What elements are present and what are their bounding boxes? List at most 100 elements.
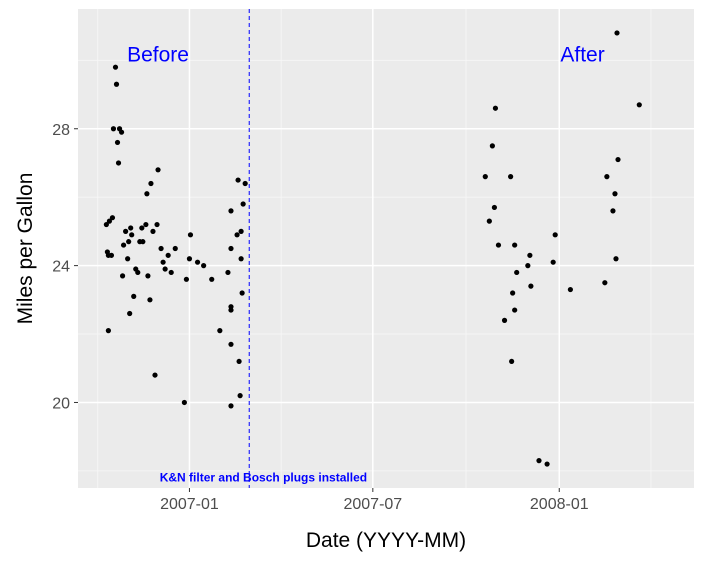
y-tick-label: 28 (52, 122, 70, 139)
annotations: Before After K&N filter and Bosch plugs in… (127, 43, 605, 484)
data-point (187, 232, 194, 238)
data-point (172, 245, 178, 252)
minor-grid (78, 9, 694, 488)
y-axis: 20 24 28 (52, 122, 78, 412)
data-point (486, 218, 492, 224)
data-point (131, 293, 137, 299)
data-point (147, 297, 153, 303)
data-point (552, 232, 558, 238)
data-point (150, 228, 156, 234)
data-point (536, 458, 542, 464)
data-point (123, 228, 129, 234)
data-point (242, 180, 248, 187)
data-point (128, 225, 134, 231)
data-point (228, 307, 234, 313)
data-point (139, 225, 145, 231)
data-point (194, 259, 201, 265)
data-points (103, 30, 642, 467)
y-tick-label: 20 (52, 395, 70, 412)
data-point (510, 290, 516, 296)
data-point (110, 126, 117, 132)
data-point (489, 143, 495, 149)
data-point (135, 269, 141, 276)
plot-panel (78, 9, 694, 488)
data-point (237, 393, 243, 399)
data-point (228, 208, 234, 214)
data-point (201, 263, 207, 269)
data-point (112, 64, 119, 70)
data-point (512, 242, 518, 248)
data-point (152, 372, 158, 378)
data-point (512, 307, 518, 313)
data-point (160, 259, 166, 265)
data-point (610, 208, 616, 214)
data-point (492, 105, 499, 111)
data-point (550, 259, 556, 265)
x-tick-label: 2007-07 (343, 496, 402, 513)
data-point (115, 160, 122, 166)
data-point (228, 403, 234, 409)
data-point (235, 177, 241, 183)
data-point (126, 239, 132, 245)
data-point (238, 256, 244, 262)
y-axis-title: Miles per Gallon (14, 173, 37, 325)
data-point (501, 317, 508, 323)
data-point (144, 191, 150, 197)
y-tick-label: 24 (52, 259, 70, 276)
data-point (491, 204, 498, 211)
data-point (162, 266, 168, 272)
data-point (186, 256, 193, 262)
data-point (154, 221, 160, 228)
data-point (105, 328, 111, 334)
data-point (120, 242, 127, 248)
data-point (119, 273, 126, 279)
data-point (143, 221, 149, 228)
data-point (482, 174, 488, 180)
data-point (508, 174, 514, 180)
data-point (217, 328, 223, 334)
data-point (181, 399, 187, 406)
data-point (604, 174, 610, 180)
data-point (109, 215, 116, 221)
data-point (236, 358, 242, 365)
data-point (612, 191, 618, 197)
data-point (495, 242, 502, 248)
x-tick-label: 2008-01 (530, 496, 589, 513)
annotation-event: K&N filter and Bosch plugs installed (160, 471, 367, 485)
data-point (145, 273, 151, 279)
data-point (238, 228, 244, 234)
data-point (225, 269, 231, 276)
data-point (155, 167, 161, 173)
data-point (158, 245, 164, 252)
data-point (528, 283, 534, 289)
data-point (240, 201, 246, 207)
data-point (125, 256, 131, 262)
data-point (525, 263, 531, 269)
data-point (168, 269, 174, 276)
data-point (614, 30, 620, 36)
data-point (183, 276, 190, 282)
data-point (113, 81, 120, 87)
annotation-after: After (560, 43, 604, 66)
x-axis-title: Date (YYYY-MM) (306, 529, 466, 552)
data-point (118, 129, 125, 135)
data-point (615, 156, 621, 163)
data-point (527, 252, 533, 258)
data-point (239, 290, 245, 296)
data-point (602, 280, 608, 286)
data-point (514, 269, 520, 276)
data-point (636, 102, 642, 108)
data-point (165, 252, 171, 258)
data-point (103, 221, 109, 228)
major-grid (78, 9, 694, 488)
data-point (228, 245, 234, 252)
data-point (544, 461, 550, 467)
data-point (106, 218, 113, 224)
data-point (140, 239, 146, 245)
data-point (228, 341, 234, 347)
annotation-before: Before (127, 43, 189, 66)
data-point (509, 358, 515, 365)
data-point (108, 252, 115, 258)
data-point (234, 232, 240, 238)
